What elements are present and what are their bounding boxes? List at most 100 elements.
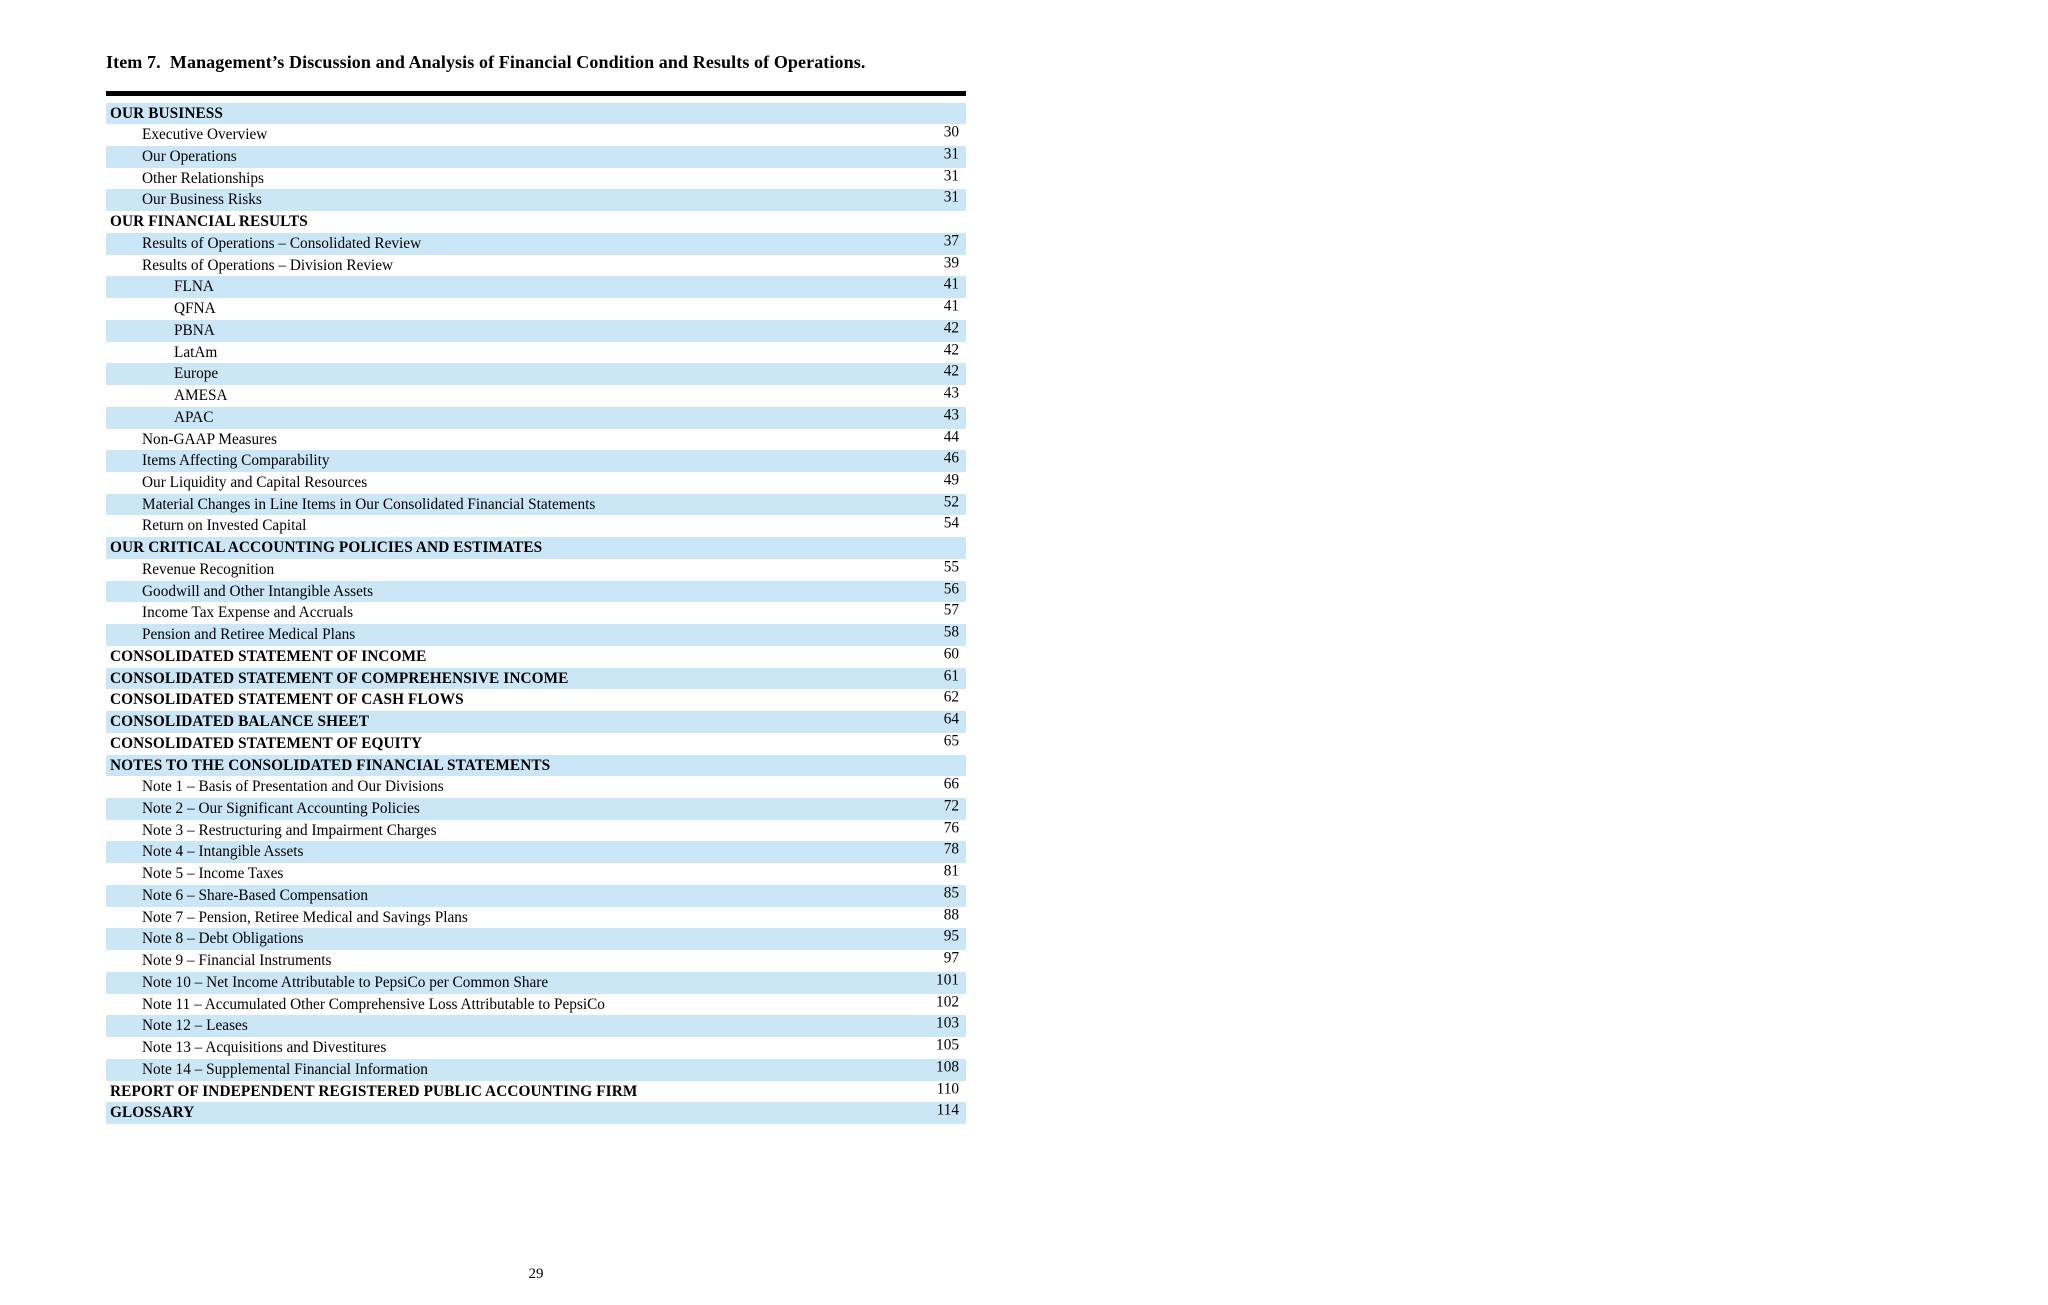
toc-row: GLOSSARY 114 [106,1102,966,1125]
table-top-rule [106,91,966,96]
toc-entry-label: Results of Operations – Division Review [142,256,394,274]
toc-entry-label: Note 9 – Financial Instruments [142,952,332,970]
toc-entry-label: Europe [174,365,219,383]
toc-entry-page: 95 [943,928,959,945]
toc-entry-label: Note 2 – Our Significant Accounting Poli… [142,800,420,817]
toc-entry-page [919,537,966,556]
toc-entry-label: FLNA [174,278,214,296]
toc-row: Our Business Risks 31 [106,189,966,212]
toc-entry-page: 64 [943,711,959,728]
toc-row: Income Tax Expense and Accruals 57 [106,602,966,624]
toc-entry-page: 43 [943,385,959,402]
toc-row: Non-GAAP Measures 44 [106,429,966,451]
page-title: Item 7. Management’s Discussion and Anal… [106,52,866,72]
toc-entry-page: 31 [943,167,959,185]
toc-entry-page: 49 [943,471,959,489]
toc-entry-page: 42 [943,341,959,359]
toc-row: Note 13 – Acquisitions and Divestitures 1… [106,1037,966,1059]
toc-entry-label: CONSOLIDATED STATEMENT OF COMPREHENSIVE … [110,669,569,687]
toc-row: Note 12 – Leases 103 [106,1015,966,1038]
toc-entry-page: 43 [943,406,959,424]
toc-entry-page: 60 [943,645,959,663]
toc-entry-page: 52 [943,493,959,511]
toc-entry-label: APAC [174,408,214,426]
toc-entry-page: 81 [943,863,959,880]
toc-entry-page: 30 [943,124,959,141]
toc-row: OUR CRITICAL ACCOUNTING POLICIES AND EST… [106,537,966,559]
toc-entry-page: 85 [943,884,959,902]
toc-entry-page: 42 [943,319,959,337]
toc-entry-label: Results of Operations – Consolidated Rev… [142,234,422,252]
toc-entry-page: 88 [943,906,959,924]
toc-entry-label: Note 1 – Basis of Presentation and Our D… [142,778,444,796]
toc-entry-page: 55 [943,558,959,576]
toc-entry-page: 41 [943,298,959,315]
toc-entry-page: 114 [936,1102,959,1119]
toc-entry-label: Other Relationships [142,169,264,187]
toc-entry-page: 31 [943,145,959,163]
toc-entry-label: Our Liquidity and Capital Resources [142,473,368,491]
toc-row: Return on Invested Capital 54 [106,515,966,537]
toc-row: Note 2 – Our Significant Accounting Poli… [106,798,966,820]
toc-row: Results of Operations – Consolidated Rev… [106,232,966,255]
toc-entry-page: 72 [943,798,959,815]
toc-entry-page: 66 [943,776,959,793]
toc-entry-label: CONSOLIDATED BALANCE SHEET [110,713,370,731]
toc-row: NOTES TO THE CONSOLIDATED FINANCIAL STAT… [106,754,966,777]
toc-entry-label: CONSOLIDATED STATEMENT OF CASH FLOWS [110,691,464,709]
toc-row: CONSOLIDATED STATEMENT OF EQUITY 65 [106,733,966,755]
toc-entry-page: 110 [936,1080,959,1098]
toc-row: Revenue Recognition 55 [106,559,966,581]
toc-row: LatAm 42 [106,342,966,364]
toc-entry-label: CONSOLIDATED STATEMENT OF INCOME [110,647,427,665]
toc-entry-page: 102 [936,993,959,1011]
toc-entry-label: Note 14 – Supplemental Financial Informa… [142,1060,428,1078]
toc-entry-label: OUR FINANCIAL RESULTS [110,213,308,231]
toc-entry-page: 44 [943,428,959,446]
toc-entry-label: Note 7 – Pension, Retiree Medical and Sa… [142,908,468,926]
toc-entry-label: AMESA [174,387,228,405]
toc-entry-label: OUR CRITICAL ACCOUNTING POLICIES AND EST… [110,539,543,557]
footer-page-number: 29 [528,1266,544,1282]
toc-row: REPORT OF INDEPENDENT REGISTERED PUBLIC … [106,1081,966,1103]
toc-entry-page: 103 [936,1015,959,1032]
toc-entry-label: Return on Invested Capital [142,517,307,535]
toc-row: Pension and Retiree Medical Plans 58 [106,624,966,646]
toc-entry-page: 56 [943,580,959,598]
toc-row: Results of Operations – Division Review 3… [106,255,966,277]
toc-entry-page [919,755,966,774]
toc-entry-page: 97 [943,950,959,967]
toc-entry-label: Income Tax Expense and Accruals [142,604,354,622]
toc-entry-page: 39 [943,254,959,272]
toc-entry-label: Note 11 – Accumulated Other Comprehensiv… [142,995,605,1013]
toc-row: Executive Overview 30 [106,124,966,146]
toc-entry-page [919,103,966,122]
toc-entry-label: Note 4 – Intangible Assets [142,843,304,861]
toc-entry-label: Our Business Risks [142,191,262,209]
toc-entry-label: Note 13 – Acquisitions and Divestitures [142,1039,387,1057]
toc-entry-page: 101 [936,971,959,989]
toc-entry-label: Non-GAAP Measures [142,430,277,448]
toc-row: Note 10 – Net Income Attributable to Pep… [106,971,966,994]
toc-entry-label: NOTES TO THE CONSOLIDATED FINANCIAL STAT… [110,756,551,774]
toc-entry-label: REPORT OF INDEPENDENT REGISTERED PUBLIC … [110,1082,638,1100]
toc-row: APAC 43 [106,406,966,429]
toc-entry-label: Material Changes in Line Items in Our Co… [142,495,596,513]
toc-row: Note 9 – Financial Instruments 97 [106,950,966,972]
toc-row: Note 11 – Accumulated Other Comprehensiv… [106,994,966,1016]
toc-entry-label: Executive Overview [142,126,268,144]
toc-row: OUR FINANCIAL RESULTS [106,211,966,233]
toc-row: CONSOLIDATED STATEMENT OF CASH FLOWS 62 [106,689,966,711]
toc-row: Items Affecting Comparability 46 [106,450,966,472]
toc-entry-label: Note 6 – Share-Based Compensation [142,886,369,904]
toc-entry-label: Note 12 – Leases [142,1017,248,1035]
toc-entry-page: 46 [943,450,959,467]
toc-entry-page: 61 [943,667,959,685]
toc-entry-page: 54 [943,515,959,532]
toc-row: CONSOLIDATED STATEMENT OF COMPREHENSIVE … [106,667,966,690]
toc-row: Note 6 – Share-Based Compensation 85 [106,884,966,907]
table-of-contents: OUR BUSINESS Executive Overview 30 Our Oper… [106,91,966,1125]
toc-entry-page [919,211,966,230]
toc-row: Note 5 – Income Taxes 81 [106,863,966,885]
toc-row: Note 7 – Pension, Retiree Medical and Sa… [106,907,966,929]
